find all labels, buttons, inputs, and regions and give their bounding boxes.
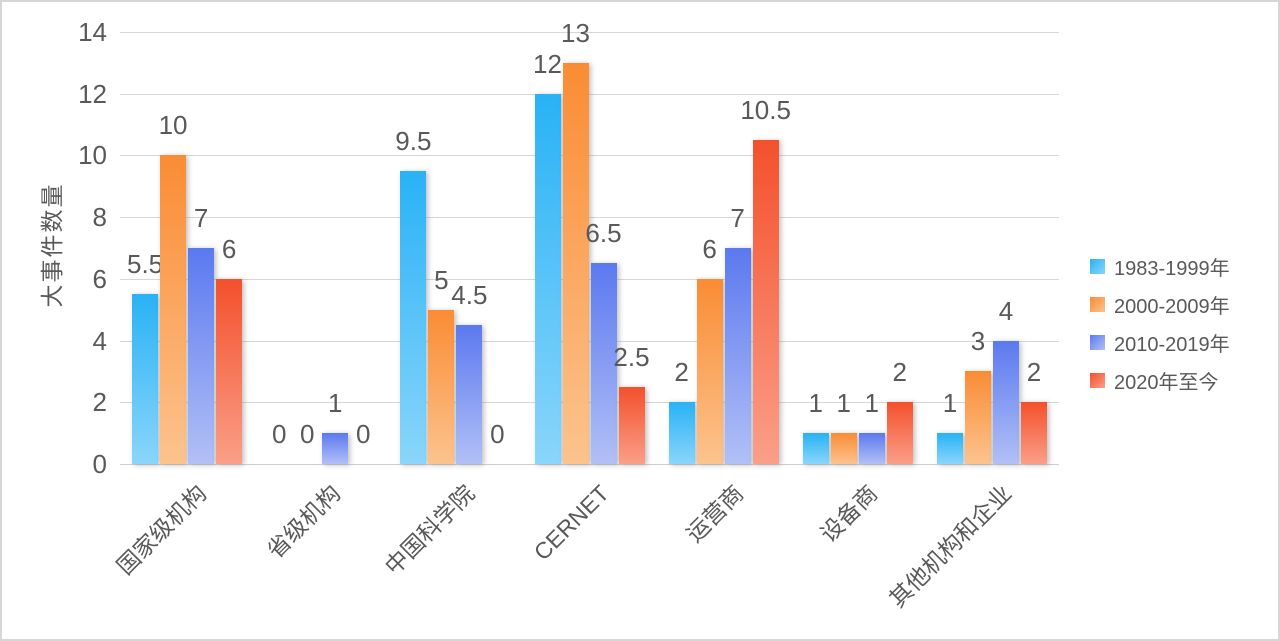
bar-value-label: 2.5 [613, 341, 650, 372]
bar-value-label: 0 [299, 419, 315, 449]
bar-value-label: 10.5 [740, 95, 791, 125]
gridline [120, 402, 1059, 404]
legend-swatch-icon [1090, 258, 1105, 274]
legend-item: 1983-1999年 [1090, 247, 1230, 285]
bar-value-label: 1 [327, 388, 343, 419]
bar-value-label: 7 [730, 203, 745, 233]
x-category-label: 国家级机构 [111, 480, 212, 580]
bar-value-label: 7 [193, 203, 209, 233]
bar-value-label: 1 [942, 388, 958, 419]
bar-value-label: 3 [970, 326, 986, 357]
gridline [120, 32, 1059, 33]
bar-value-label: 1 [808, 388, 824, 419]
legend-label: 2010-2019年 [1114, 333, 1230, 356]
bar [590, 263, 617, 464]
y-tick-label: 10 [78, 140, 107, 171]
legend-item: 2000-2009年 [1090, 285, 1230, 323]
bar [886, 402, 913, 464]
gridline [120, 278, 1059, 280]
y-tick-label: 8 [92, 202, 107, 233]
x-category-label: 运营商 [680, 480, 749, 548]
bar [992, 340, 1019, 464]
legend-label: 2000-2009年 [1114, 295, 1230, 318]
bar-value-label: 0 [490, 419, 505, 449]
bar-value-label: 5 [434, 264, 449, 295]
y-tick-label: 12 [78, 78, 107, 109]
legend-item: 2020年至今 [1090, 361, 1230, 399]
bar [160, 155, 187, 464]
bar [534, 93, 561, 464]
bar [216, 278, 243, 464]
legend-swatch-icon [1090, 334, 1105, 350]
legend-swatch-icon [1090, 372, 1105, 388]
bar-value-label: 4.5 [451, 280, 488, 311]
x-category-label: 中国科学院 [380, 480, 480, 580]
bar-value-label: 12 [533, 48, 562, 79]
bar [802, 433, 829, 464]
x-category-label: 设备商 [815, 480, 883, 548]
y-tick-label: 2 [92, 387, 107, 418]
bar [428, 309, 455, 464]
bar-value-label: 10 [158, 110, 188, 141]
gridline [120, 340, 1059, 342]
bar-value-label: 6 [221, 233, 237, 264]
bar-value-label: 2 [674, 357, 689, 388]
bar-value-label: 1 [864, 388, 880, 419]
bar [132, 294, 159, 464]
y-tick-label: 14 [78, 17, 107, 47]
x-category-label: 省级机构 [262, 480, 346, 564]
bar-value-label: 0 [271, 419, 287, 449]
gridline [120, 217, 1059, 219]
bar-value-label: 5.5 [126, 249, 164, 280]
bar [322, 433, 349, 464]
bar [562, 62, 589, 464]
bar-value-label: 9.5 [395, 125, 432, 156]
bar [696, 278, 723, 464]
bar [752, 140, 779, 464]
legend-item: 2010-2019年 [1090, 323, 1230, 361]
legend: 1983-1999年 2000-2009年 2010-2019年 2020年至今 [1090, 247, 1230, 399]
bar [830, 433, 857, 464]
legend-label: 1983-1999年 [1114, 257, 1230, 280]
bar [668, 402, 695, 464]
x-category-label: CERNET [528, 480, 614, 566]
bar-value-label: 0 [355, 419, 371, 449]
bar [964, 371, 991, 464]
bar [188, 248, 215, 464]
gridline [120, 155, 1059, 157]
legend-swatch-icon [1090, 296, 1105, 312]
bar-value-label: 2 [892, 357, 908, 388]
legend-label: 2020年至今 [1114, 371, 1219, 394]
y-tick-label: 4 [92, 325, 107, 356]
x-axis-line [120, 464, 1059, 465]
x-category-label: 其他机构和企业 [884, 480, 1017, 613]
bar-value-label: 1 [836, 388, 852, 419]
y-tick-label: 6 [92, 263, 107, 294]
bar [858, 433, 885, 464]
bar [724, 248, 751, 464]
bar-value-label: 2 [1026, 357, 1042, 388]
bar [400, 170, 427, 464]
bar [618, 386, 645, 464]
bar-value-label: 6 [702, 233, 717, 264]
y-tick-label: 0 [92, 449, 107, 479]
bar [1020, 402, 1047, 464]
bar-value-label: 6.5 [585, 218, 622, 249]
bar-value-label: 13 [561, 17, 590, 48]
bar-value-label: 4 [998, 295, 1014, 326]
gridline [120, 93, 1059, 95]
bar [936, 433, 963, 464]
bar [456, 325, 483, 464]
